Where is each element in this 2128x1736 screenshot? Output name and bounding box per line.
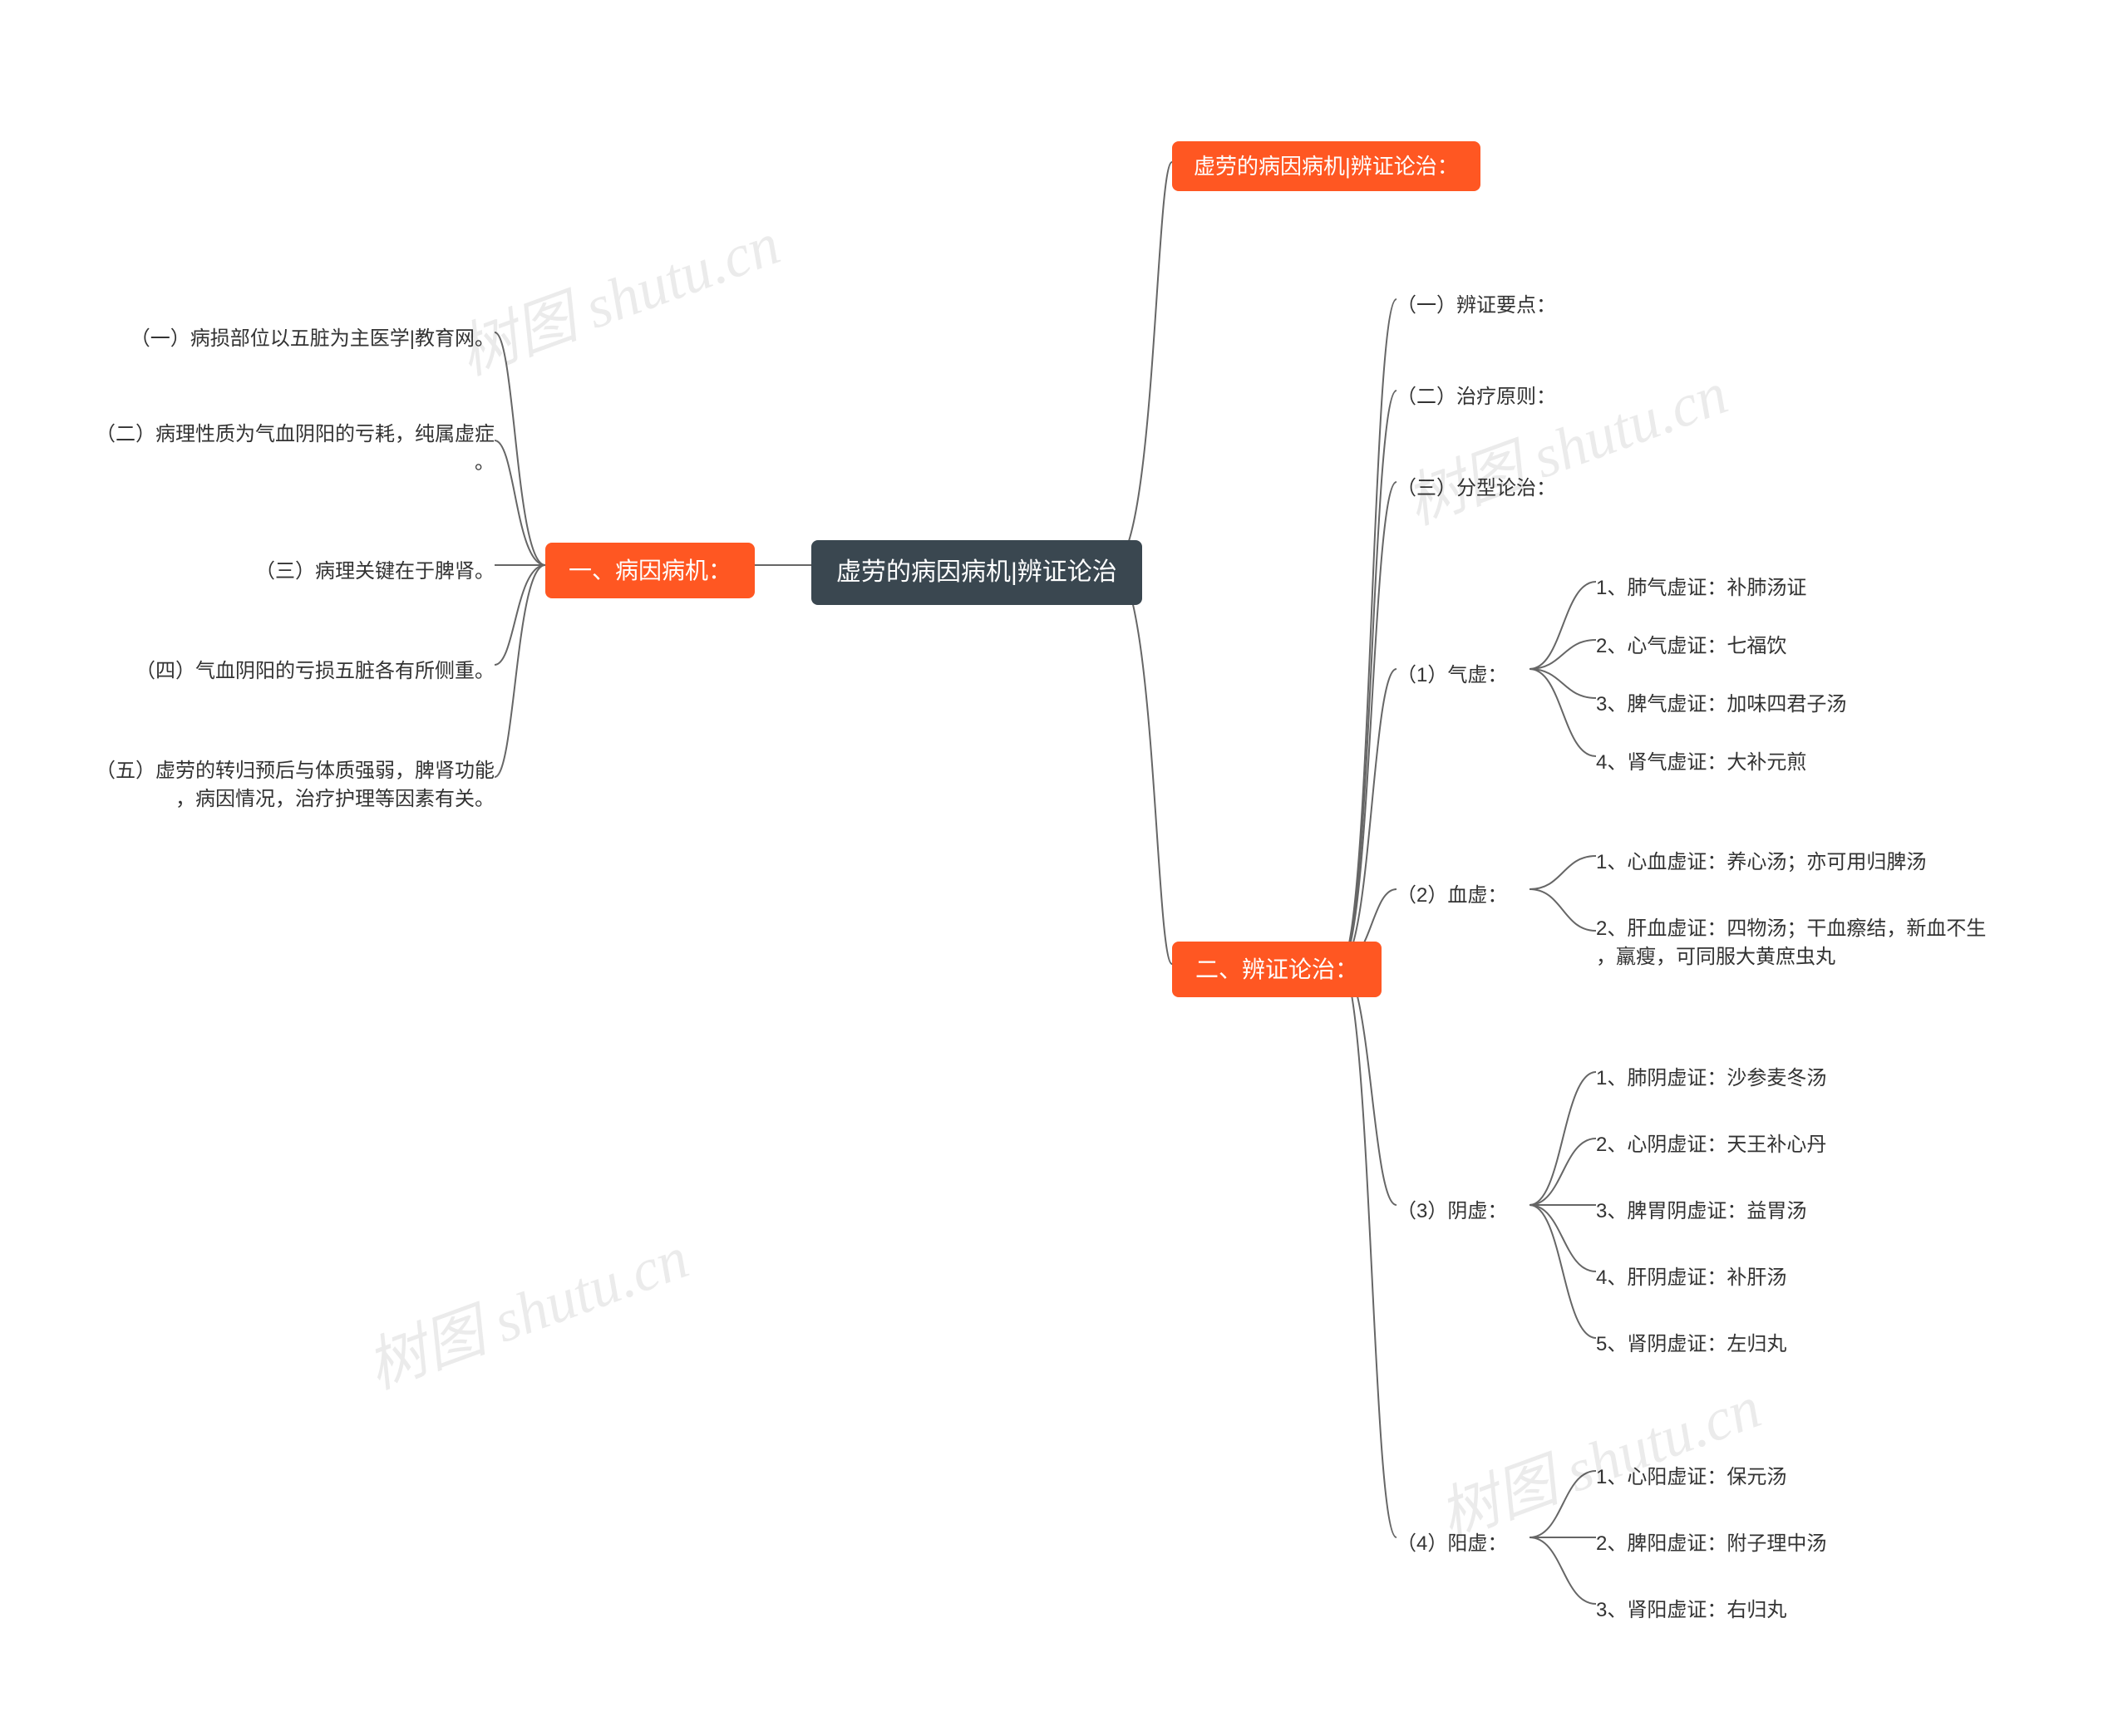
group-3-item-5: 5、肾阴虚证：左归丸 (1596, 1325, 1786, 1364)
right-sec-1: （一）辨证要点： (1396, 287, 1556, 325)
group-3-item-1: 1、肺阴虚证：沙参麦冬汤 (1596, 1060, 1826, 1098)
right-branch-node: 二、辨证论治： (1172, 942, 1382, 997)
group-2-label: （2）血虚： (1396, 877, 1507, 915)
left-branch-node: 一、病因病机： (545, 543, 755, 598)
group-3-item-2: 2、心阴虚证：天王补心丹 (1596, 1126, 1826, 1164)
group-1-item-4: 4、肾气虚证：大补元煎 (1596, 744, 1806, 782)
group-3-item-3: 3、脾胃阴虚证：益胃汤 (1596, 1193, 1806, 1231)
mindmap-canvas: 虚劳的病因病机|辨证论治 一、病因病机： （一）病损部位以五脏为主医学|教育网。… (0, 0, 2128, 1736)
group-4-label: （4）阳虚： (1396, 1525, 1507, 1563)
left-leaf-1: （一）病损部位以五脏为主医学|教育网。 (108, 320, 495, 358)
group-4-item-2: 2、脾阳虚证：附子理中汤 (1596, 1525, 1826, 1563)
right-sec-3: （三）分型论治： (1396, 470, 1556, 508)
watermark-3: 树图 shutu.cn (352, 1208, 698, 1405)
group-4-item-3: 3、肾阳虚证：右归丸 (1596, 1591, 1786, 1630)
group-3-item-4: 4、肝阴虚证：补肝汤 (1596, 1259, 1786, 1297)
group-1-item-2: 2、心气虚证：七福饮 (1596, 627, 1786, 666)
group-4-item-1: 1、心阳虚证：保元汤 (1596, 1458, 1786, 1497)
group-1-label: （1）气虚： (1396, 657, 1507, 695)
watermark-1: 树图 shutu.cn (444, 194, 790, 391)
group-1-item-3: 3、脾气虚证：加味四君子汤 (1596, 686, 1846, 724)
left-leaf-3: （三）病理关键在于脾肾。 (229, 553, 495, 591)
left-leaf-2: （二）病理性质为气血阴阳的亏耗，纯属虚症 。 (75, 416, 495, 481)
right-sec-2: （二）治疗原则： (1396, 378, 1556, 416)
left-leaf-4: （四）气血阴阳的亏损五脏各有所侧重。 (129, 652, 495, 691)
right-header-node: 虚劳的病因病机|辨证论治： (1172, 141, 1480, 191)
group-1-item-1: 1、肺气虚证：补肺汤证 (1596, 569, 1806, 607)
watermark-2: 树图 shutu.cn (1392, 344, 1737, 541)
group-3-label: （3）阴虚： (1396, 1193, 1507, 1231)
group-2-item-2: 2、肝血虚证：四物汤；干血瘵结，新血不生 ，羸瘦，可同服大黄庶虫丸 (1596, 910, 2012, 976)
group-2-item-1: 1、心血虚证：养心汤；亦可用归脾汤 (1596, 843, 1926, 882)
root-node: 虚劳的病因病机|辨证论治 (811, 540, 1142, 605)
left-leaf-5: （五）虚劳的转归预后与体质强弱，脾肾功能 ，病因情况，治疗护理等因素有关。 (75, 752, 495, 818)
